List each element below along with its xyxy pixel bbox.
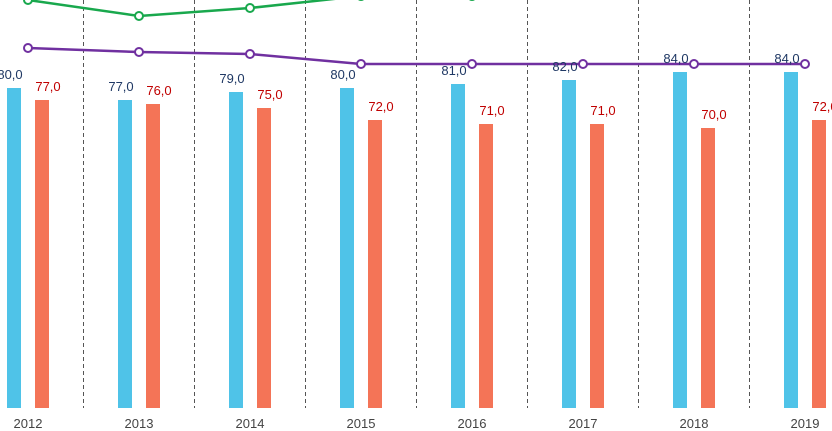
x-axis-ticks: 2012 2013 2014 2015 2016 2017 2018 2019 <box>14 416 820 431</box>
bar <box>35 100 49 408</box>
x-tick-label: 2017 <box>569 416 598 431</box>
bar <box>257 108 271 408</box>
bar-data-label: 77,0 <box>35 79 60 94</box>
lines <box>23 0 810 69</box>
x-tick-label: 2013 <box>125 416 154 431</box>
bar <box>562 80 576 408</box>
line-point <box>245 3 255 13</box>
series-line <box>27 0 336 18</box>
bar-data-label: 84,0 <box>774 51 799 66</box>
bar-data-label: 80,0 <box>330 67 355 82</box>
x-tick-label: 2014 <box>236 416 265 431</box>
x-tick-label: 2015 <box>347 416 376 431</box>
bar-data-label: 71,0 <box>590 103 615 118</box>
line-point <box>23 0 33 5</box>
bar <box>701 128 715 408</box>
data-labels: 80,0 77,0 79,0 80,0 81,0 82,0 84,0 84,0 77,0 76,0… <box>0 51 832 122</box>
bar <box>673 72 687 408</box>
line-point <box>467 59 477 69</box>
line-point <box>578 59 588 69</box>
bar-data-label: 72,0 <box>368 99 393 114</box>
bar-data-label: 76,0 <box>146 83 171 98</box>
bar-data-label: 82,0 <box>552 59 577 74</box>
bar-data-label: 71,0 <box>479 103 504 118</box>
bar-data-label: 79,0 <box>219 71 244 86</box>
bar-data-label: 81,0 <box>441 63 466 78</box>
x-tick-label: 2012 <box>14 416 43 431</box>
bar <box>479 124 493 408</box>
series-line <box>27 46 805 66</box>
line-point <box>356 59 366 69</box>
bar <box>812 120 826 408</box>
bar-data-label: 72,0 <box>812 99 832 114</box>
line-point <box>689 59 699 69</box>
x-tick-label: 2019 <box>791 416 820 431</box>
bar <box>451 84 465 408</box>
line-point <box>134 11 144 21</box>
bar-data-label: 80,0 <box>0 67 23 82</box>
bar-data-label: 77,0 <box>108 79 133 94</box>
bar <box>229 92 243 408</box>
line-point <box>245 49 255 59</box>
line-point <box>23 43 33 53</box>
line-point <box>800 59 810 69</box>
bars <box>7 72 826 408</box>
line-point <box>134 47 144 57</box>
bar <box>784 72 798 408</box>
bar <box>7 88 21 408</box>
x-tick-label: 2016 <box>458 416 487 431</box>
bar <box>590 124 604 408</box>
bar-data-label: 75,0 <box>257 87 282 102</box>
bar-data-label: 70,0 <box>701 107 726 122</box>
bar <box>118 100 132 408</box>
bar <box>146 104 160 408</box>
bar <box>340 88 354 408</box>
grid-lines <box>83 0 750 408</box>
x-tick-label: 2018 <box>680 416 709 431</box>
bar <box>368 120 382 408</box>
bar-data-label: 84,0 <box>663 51 688 66</box>
